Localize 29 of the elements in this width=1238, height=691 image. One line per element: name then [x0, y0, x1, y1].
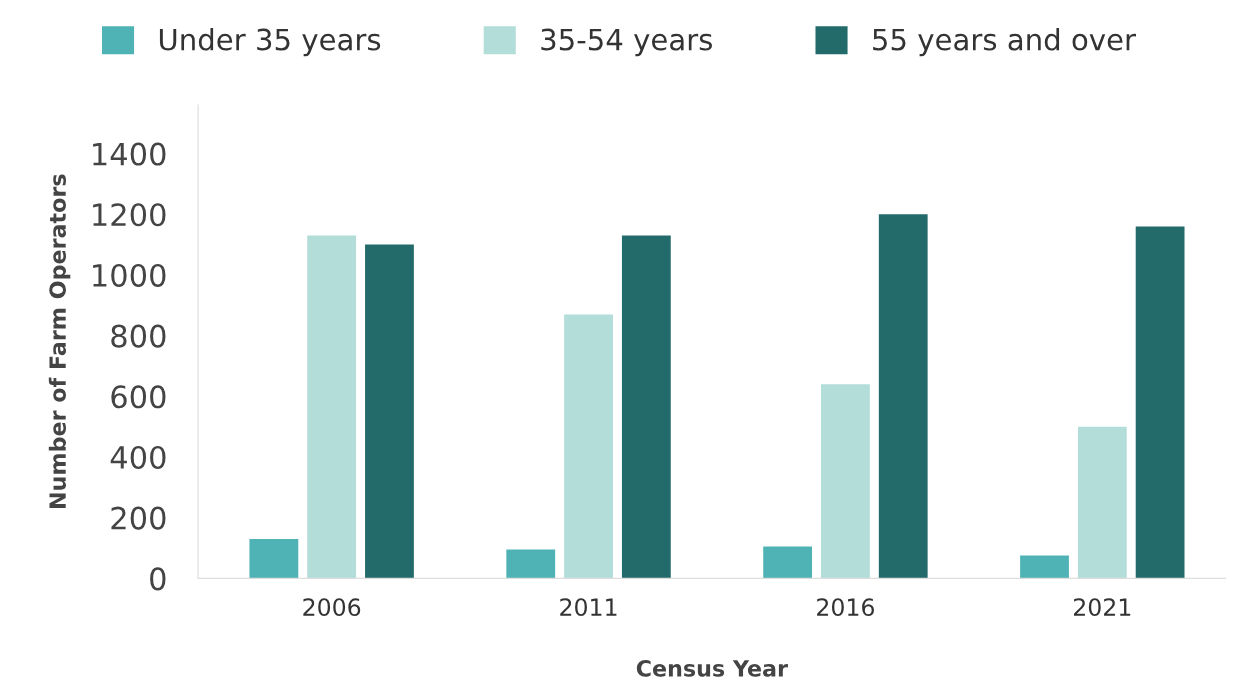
x-axis-title: Census Year — [636, 659, 788, 677]
bar — [249, 538, 299, 579]
bar — [1077, 426, 1127, 579]
y-tick-label: 1200 — [93, 203, 166, 227]
bar — [564, 314, 613, 579]
bar — [1020, 555, 1069, 579]
y-tick-label: 1400 — [93, 142, 166, 166]
bar — [821, 384, 870, 579]
y-tick-label: 0 — [150, 567, 166, 591]
bar — [1135, 226, 1185, 579]
bar — [307, 235, 357, 579]
y-tick-label: 1000 — [93, 263, 166, 287]
x-tick-label: 2006 — [303, 598, 361, 617]
y-tick-label: 400 — [110, 445, 166, 470]
legend-label: 55 years and over — [873, 28, 1136, 57]
x-tick-label: 2021 — [1074, 598, 1131, 617]
bar — [763, 546, 813, 579]
bar — [621, 235, 671, 579]
legend-label: Under 35 years — [159, 28, 381, 57]
legend-label: 35-54 years — [541, 28, 712, 57]
x-tick-label: 2011 — [560, 598, 617, 617]
bar — [506, 549, 556, 579]
y-axis-title: Number of Farm Operators — [48, 174, 71, 508]
x-tick-label: 2016 — [817, 598, 874, 617]
y-tick-label: 800 — [111, 324, 166, 348]
y-tick-label: 200 — [111, 506, 166, 530]
bar — [878, 214, 928, 579]
bar — [365, 244, 414, 579]
y-tick-label: 600 — [111, 385, 166, 409]
